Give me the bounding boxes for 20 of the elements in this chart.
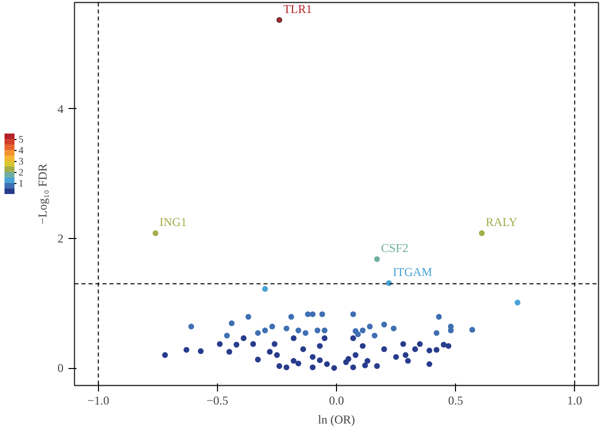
- x-tick-label: 0.5: [448, 394, 464, 408]
- color-bar-label: 4: [18, 146, 24, 157]
- annotation: ITGAM: [392, 265, 433, 280]
- annotation: CSF2: [380, 241, 408, 256]
- x-tick-label: −1.0: [87, 394, 110, 408]
- y-tick-label: 2: [58, 231, 64, 246]
- x-tick-label: 1.0: [567, 394, 582, 408]
- annotation: ING1: [159, 215, 187, 230]
- annotation: RALY: [486, 215, 518, 230]
- color-bar-label: 1: [18, 178, 24, 190]
- x-tick-label: 0.0: [329, 394, 344, 408]
- color-bar-label: 3: [18, 156, 24, 168]
- y-axis-title: −Log₁₀ FDR: [36, 164, 50, 224]
- x-axis-title: ln (OR): [318, 412, 355, 426]
- color-bar-label: 5: [18, 134, 24, 146]
- x-tick-label: −0.5: [206, 394, 228, 408]
- y-tick-label: 0: [58, 361, 64, 376]
- annotation: TLR1: [283, 2, 312, 16]
- y-tick-label: 4: [58, 102, 64, 116]
- color-bar-label: 2: [18, 168, 24, 179]
